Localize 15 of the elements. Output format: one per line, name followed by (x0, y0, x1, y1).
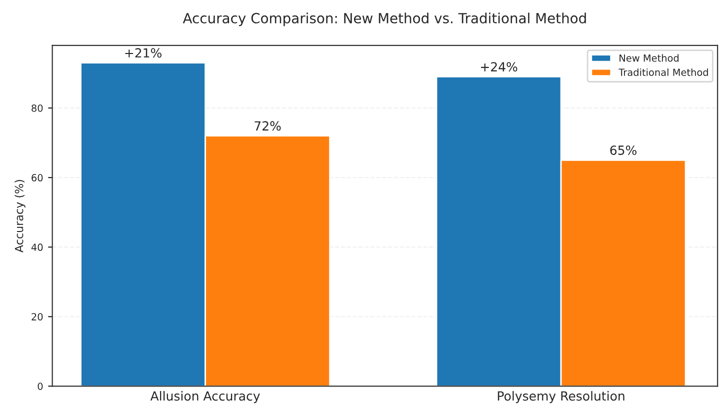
y-axis-title: Accuracy (%) (14, 180, 26, 252)
y-tick-label: 0 (38, 382, 43, 390)
data-label: 65% (610, 146, 636, 155)
data-label: 72% (254, 121, 281, 131)
annotation: +21% (125, 48, 162, 58)
legend-label: Traditional Method (618, 68, 708, 76)
y-tick-label: 40 (31, 244, 43, 251)
y-tick-label: 80 (32, 104, 43, 112)
y-tick-label: 60 (32, 174, 43, 182)
chart-title: Accuracy Comparison: New Method vs. Traditional Method (182, 12, 586, 26)
x-tick-label: Allusion Accuracy (150, 391, 260, 404)
annotation: +24% (480, 62, 518, 72)
legend-label: New Method (620, 54, 679, 62)
x-tick-label: Polysemy Resolution (498, 391, 624, 404)
y-tick-label: 20 (32, 313, 43, 320)
